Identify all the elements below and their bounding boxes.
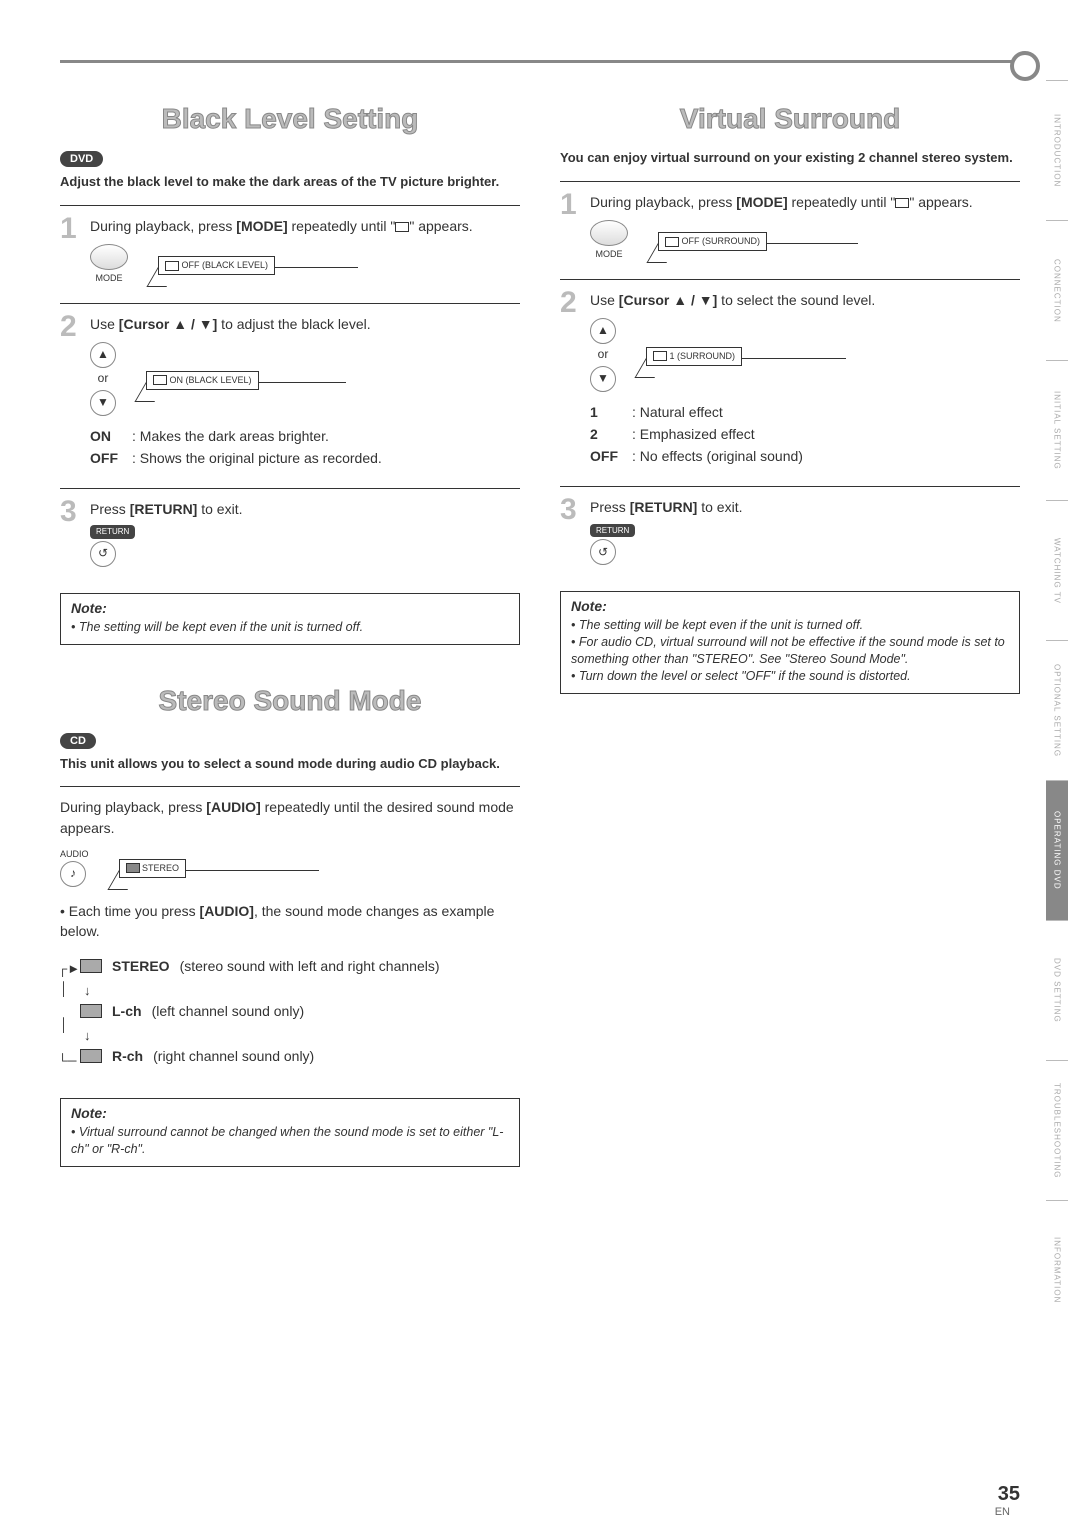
section-title: Virtual Surround [560,103,1020,135]
definition-list: ON: Makes the dark areas brighter. OFF: … [90,426,520,469]
step-2: 2 Use [Cursor ▲ / ▼] to adjust the black… [60,303,520,488]
definition-list: 1: Natural effect 2: Emphasized effect O… [590,402,1020,467]
two-column-layout: Black Level Setting DVD Adjust the black… [60,103,1020,1167]
step-text: Use [Cursor ▲ / ▼] to select the sound l… [590,290,1020,467]
cursor-buttons: ▲ or ▼ [90,342,116,415]
step-number: 2 [560,286,577,320]
bullet-text: • Each time you press [AUDIO], the sound… [60,901,520,942]
intro-text: Adjust the black level to make the dark … [60,173,520,191]
cycle-item: STEREO (stereo sound with left and right… [80,956,520,976]
note-box: Note: The setting will be kept even if t… [560,591,1020,694]
step-diagram: MODE OFF (BLACK LEVEL) [90,244,520,285]
note-title: Note: [71,1105,509,1121]
right-column: Virtual Surround You can enjoy virtual s… [560,103,1020,1167]
side-tab[interactable]: INTRODUCTION [1046,80,1068,220]
section-title: Stereo Sound Mode [60,685,520,717]
cursor-up-icon: ▲ [90,342,116,368]
cursor-down-icon: ▼ [90,390,116,416]
media-badge-dvd: DVD [60,151,103,167]
sound-icon [80,1004,102,1018]
step-diagram: ▲ or ▼ ON (BLACK LEVEL) [90,342,520,415]
section-stereo-sound: Stereo Sound Mode CD This unit allows yo… [60,685,520,1167]
media-badge-cd: CD [60,733,96,749]
mode-icon [395,222,409,232]
step-1: 1 During playback, press [MODE] repeated… [60,205,520,303]
step-text: During playback, press [MODE] repeatedly… [90,216,520,285]
audio-button-illustration: AUDIO ♪ [60,846,89,887]
step-number: 3 [60,495,77,529]
step-number: 3 [560,493,577,527]
left-column: Black Level Setting DVD Adjust the black… [60,103,520,1167]
return-button-illustration: RETURN ↺ [90,525,520,567]
step-text: During playback, press [AUDIO] repeatedl… [60,797,520,1066]
side-tab-active[interactable]: OPERATING DVD [1046,780,1068,920]
intro-text: You can enjoy virtual surround on your e… [560,149,1020,167]
step-3: 3 Press [RETURN] to exit. RETURN ↺ [560,486,1020,583]
side-tab[interactable]: WATCHING TV [1046,500,1068,640]
step-text: During playback, press [MODE] repeatedly… [590,192,1020,261]
return-icon: ↺ [90,541,116,567]
mode-icon [895,198,909,208]
side-tab[interactable]: OPTIONAL SETTING [1046,640,1068,780]
osd-display: 1 (SURROUND) [646,344,846,366]
page-lang: EN [995,1506,1010,1518]
osd-display: STEREO [119,856,319,878]
side-tab[interactable]: TROUBLESHOOTING [1046,1060,1068,1200]
note-list: The setting will be kept even if the uni… [571,617,1009,685]
cursor-up-icon: ▲ [590,318,616,344]
section-black-level: Black Level Setting DVD Adjust the black… [60,103,520,645]
step-diagram: ▲ or ▼ 1 (SURROUND) [590,318,1020,391]
side-tab[interactable]: INFORMATION [1046,1200,1068,1340]
osd-display: OFF (SURROUND) [658,229,858,251]
step-number: 2 [60,310,77,344]
note-list: Virtual surround cannot be changed when … [71,1124,509,1158]
sound-icon [80,1049,102,1063]
note-title: Note: [71,600,509,616]
step-diagram: MODE OFF (SURROUND) [590,220,1020,261]
side-tab[interactable]: INITIAL SETTING [1046,360,1068,500]
manual-page: Black Level Setting DVD Adjust the black… [0,0,1080,1207]
return-button-illustration: RETURN ↺ [590,524,1020,566]
cursor-buttons: ▲ or ▼ [590,318,616,391]
top-rule [60,60,1020,63]
step-text: Press [RETURN] to exit. RETURN ↺ [90,499,520,567]
step-text: Use [Cursor ▲ / ▼] to adjust the black l… [90,314,520,468]
return-icon: ↺ [590,539,616,565]
note-box: Note: The setting will be kept even if t… [60,593,520,645]
cycle-item: R-ch (right channel sound only) [80,1046,520,1066]
step-single: During playback, press [AUDIO] repeatedl… [60,786,520,1090]
side-tab[interactable]: DVD SETTING [1046,920,1068,1060]
step-2: 2 Use [Cursor ▲ / ▼] to select the sound… [560,279,1020,487]
cursor-down-icon: ▼ [590,366,616,392]
note-list: The setting will be kept even if the uni… [71,619,509,636]
osd-display: ON (BLACK LEVEL) [146,368,346,390]
section-virtual-surround: Virtual Surround You can enjoy virtual s… [560,103,1020,694]
sound-mode-cycle: ┌► STEREO (stereo sound with left and ri… [60,956,520,1067]
step-text: Press [RETURN] to exit. RETURN ↺ [590,497,1020,565]
side-tab-bar: INTRODUCTION CONNECTION INITIAL SETTING … [1046,80,1068,1340]
note-box: Note: Virtual surround cannot be changed… [60,1098,520,1167]
page-number: 35 [998,1483,1020,1506]
sound-icon [80,959,102,973]
mode-button-illustration: MODE [590,220,628,261]
audio-icon: ♪ [60,861,86,887]
intro-text: This unit allows you to select a sound m… [60,755,520,773]
mode-button-illustration: MODE [90,244,128,285]
step-3: 3 Press [RETURN] to exit. RETURN ↺ [60,488,520,585]
step-diagram: AUDIO ♪ STEREO [60,846,520,887]
cycle-item: L-ch (left channel sound only) [80,1001,520,1021]
step-number: 1 [560,188,577,222]
side-tab[interactable]: CONNECTION [1046,220,1068,360]
step-number: 1 [60,212,77,246]
note-title: Note: [571,598,1009,614]
step-1: 1 During playback, press [MODE] repeated… [560,181,1020,279]
section-title: Black Level Setting [60,103,520,135]
osd-display: OFF (BLACK LEVEL) [158,253,358,275]
